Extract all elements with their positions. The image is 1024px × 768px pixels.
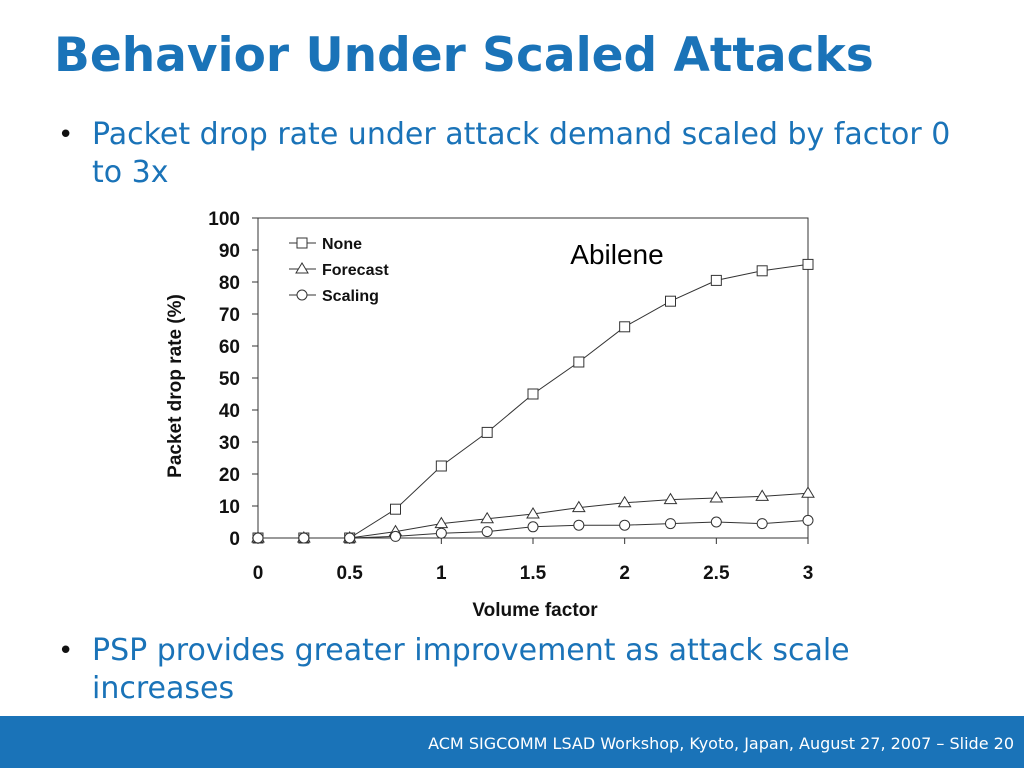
data-point-none: [573, 356, 585, 368]
legend-marker-forecast: [295, 262, 309, 274]
data-point-scaling: [710, 516, 722, 528]
data-point-scaling: [573, 519, 585, 531]
y-tick-label: 30: [219, 433, 240, 454]
data-point-none: [802, 258, 814, 270]
x-tick-label: 1.5: [520, 563, 547, 584]
data-point-none: [481, 426, 493, 438]
data-point-scaling: [756, 518, 768, 530]
bullet-dot-icon: •: [58, 120, 74, 150]
data-point-none: [756, 265, 768, 277]
slide-title: Behavior Under Scaled Attacks: [54, 28, 874, 83]
data-point-none: [527, 388, 539, 400]
data-point-scaling: [298, 532, 310, 544]
y-tick-label: 0: [229, 529, 240, 550]
y-tick-label: 20: [219, 465, 240, 486]
data-point-forecast: [709, 491, 724, 503]
bullet-2-text: PSP provides greater improvement as atta…: [92, 633, 850, 706]
footer-text: ACM SIGCOMM LSAD Workshop, Kyoto, Japan,…: [428, 734, 1014, 753]
data-point-scaling: [665, 518, 676, 530]
x-tick-label: 2: [619, 563, 630, 584]
data-point-forecast: [755, 489, 770, 501]
chart-title: Abilene: [570, 239, 663, 270]
data-point-none: [435, 460, 447, 472]
data-point-scaling: [527, 521, 539, 533]
data-point-forecast: [480, 511, 495, 524]
legend-label-none: None: [322, 236, 362, 253]
legend-label-scaling: Scaling: [322, 288, 379, 305]
data-point-scaling: [619, 519, 631, 531]
x-tick-label: 0.5: [336, 563, 363, 584]
data-point-forecast: [526, 507, 540, 519]
chart-abilene: 0 10 20 30 40 50 60 70 80 90 100 0 0.5 1 1.5 2 2.5 3 Volum…: [165, 209, 815, 621]
legend-label-forecast: Forecast: [322, 262, 389, 279]
data-point-scaling: [344, 532, 356, 544]
data-point-scaling: [435, 527, 447, 539]
bullet-dot-icon: •: [58, 636, 74, 666]
footer-bar: ACM SIGCOMM LSAD Workshop, Kyoto, Japan,…: [0, 716, 1024, 768]
series-line-none: [258, 263, 809, 539]
data-point-scaling: [252, 532, 264, 544]
y-tick-label: 60: [219, 337, 240, 358]
y-tick-label: 50: [219, 369, 240, 390]
legend-marker-scaling: [296, 289, 308, 301]
y-tick-label: 80: [219, 273, 240, 294]
y-tick-label: 70: [219, 305, 240, 326]
data-point-forecast: [801, 486, 815, 498]
data-point-scaling: [390, 530, 401, 542]
y-axis-label: Packet drop rate (%): [165, 294, 186, 478]
x-tick-label: 1: [436, 563, 447, 584]
data-point-none: [390, 503, 401, 515]
data-point-none: [710, 274, 722, 286]
data-point-none: [619, 321, 631, 333]
y-tick-label: 40: [219, 401, 240, 422]
x-tick-label: 0: [253, 563, 264, 584]
data-point-scaling: [481, 526, 493, 538]
x-tick-label: 3: [803, 563, 814, 584]
y-tick-label: 10: [219, 497, 240, 518]
data-point-forecast: [617, 495, 632, 508]
bullet-1-text: Packet drop rate under attack demand sca…: [92, 117, 951, 190]
data-point-forecast: [571, 500, 586, 513]
x-tick-label: 2.5: [703, 563, 730, 584]
legend-marker-none: [296, 237, 308, 249]
y-tick-label: 100: [208, 209, 240, 230]
x-axis-label: Volume factor: [472, 600, 598, 621]
data-point-scaling: [802, 514, 814, 526]
y-tick-label: 90: [219, 241, 240, 262]
data-point-forecast: [663, 492, 678, 505]
data-point-none: [665, 295, 676, 307]
data-point-forecast: [434, 516, 449, 529]
